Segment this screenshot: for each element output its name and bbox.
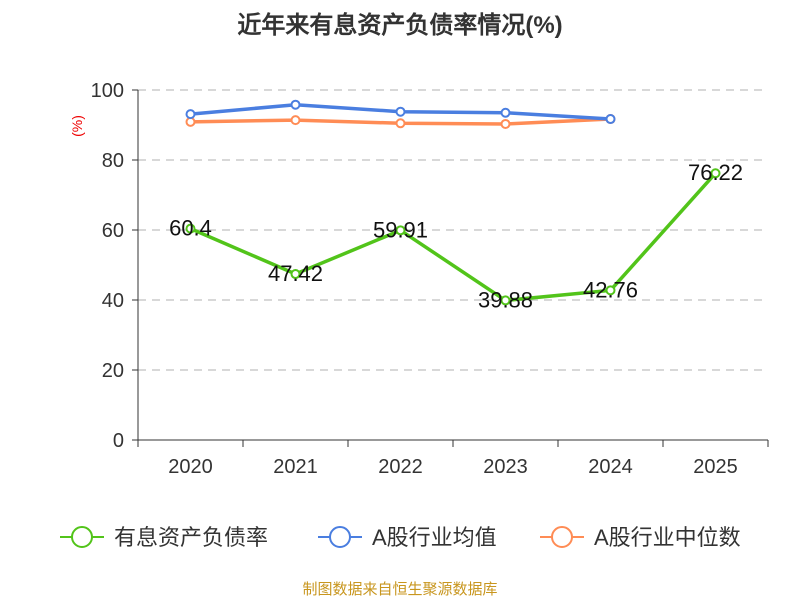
data-point: [500, 107, 511, 118]
x-tick-label: 2023: [483, 456, 528, 478]
data-point: [500, 295, 511, 306]
y-tick-label: 60: [102, 220, 124, 242]
data-point: [605, 114, 616, 125]
series-line-0: [189, 172, 717, 303]
y-tick-label: 40: [102, 290, 124, 312]
data-point: [710, 168, 721, 179]
legend-label: A股行业中位数: [594, 525, 741, 550]
data-label: 60.4: [169, 216, 212, 241]
data-point: [605, 285, 616, 296]
data-point: [395, 225, 406, 236]
x-tick-label: 2024: [588, 456, 633, 478]
data-point: [290, 269, 301, 280]
data-label: 59.91: [373, 217, 428, 242]
legend-marker-icon: [329, 526, 351, 548]
y-tick-label: 0: [113, 430, 124, 452]
data-point: [290, 99, 301, 110]
x-tick-label: 2021: [273, 456, 318, 478]
x-tick-label: 2022: [378, 456, 423, 478]
y-tick-label: 100: [91, 80, 124, 102]
legend-marker-icon: [71, 526, 93, 548]
legend-label: 有息资产负债率: [114, 525, 268, 550]
y-axis-label: (%): [69, 115, 85, 137]
x-tick-label: 2020: [168, 456, 213, 478]
data-point: [290, 115, 301, 126]
data-point: [500, 118, 511, 129]
source-note: 制图数据来自恒生聚源数据库: [302, 581, 497, 598]
data-label: 76.22: [688, 160, 743, 185]
data-label: 42.76: [583, 277, 638, 302]
data-point: [395, 118, 406, 129]
data-label: 39.88: [478, 287, 533, 312]
legend-marker-icon: [551, 526, 573, 548]
x-tick-label: 2025: [693, 456, 738, 478]
data-point: [185, 109, 196, 120]
data-point: [395, 106, 406, 117]
chart-title: 近年来有息资产负债率情况(%): [237, 11, 562, 39]
legend-label: A股行业均值: [372, 525, 497, 550]
y-tick-label: 20: [102, 360, 124, 382]
data-label: 47.42: [268, 261, 323, 286]
y-tick-label: 80: [102, 150, 124, 172]
data-point: [185, 223, 196, 234]
